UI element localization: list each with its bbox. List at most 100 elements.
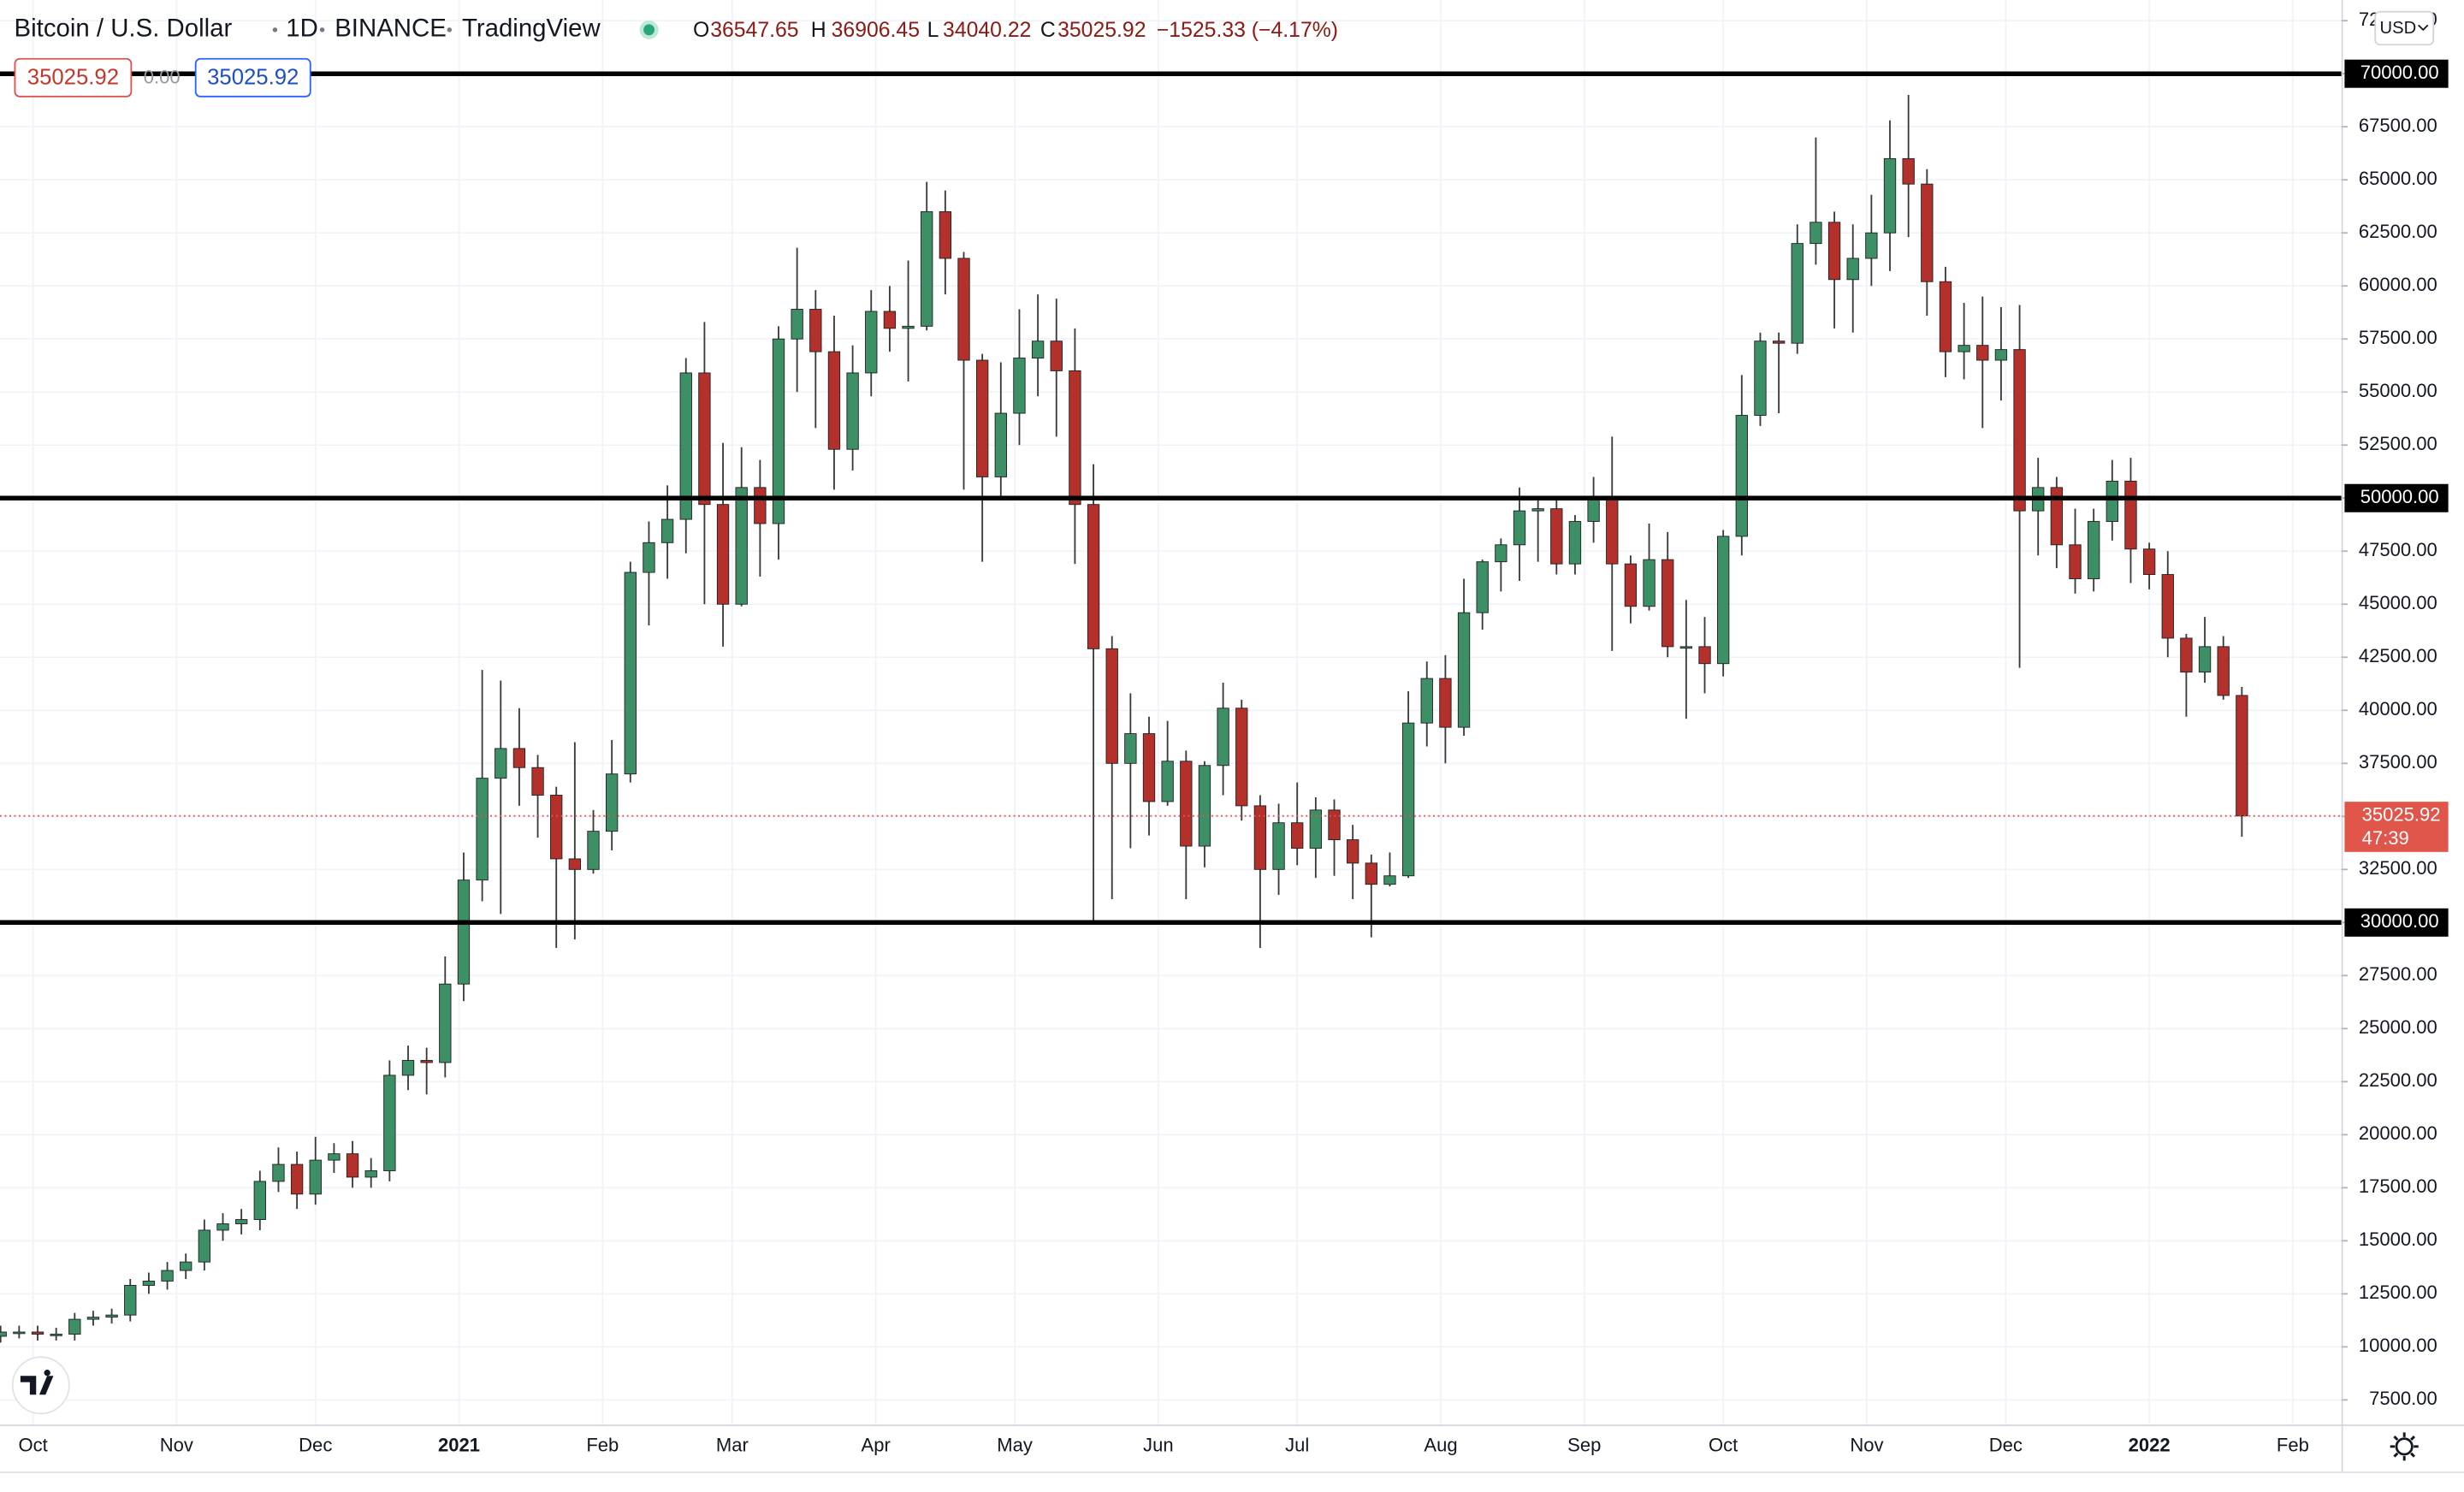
candle-body — [1031, 340, 1045, 359]
candle-body — [1142, 733, 1156, 802]
candle-body — [2087, 521, 2100, 579]
candle-body — [124, 1284, 137, 1316]
currency-chevron — [2418, 24, 2429, 32]
candle-body — [2013, 349, 2026, 512]
candle-body — [883, 311, 897, 329]
currency: USD — [2380, 19, 2417, 38]
candle-body — [1124, 733, 1137, 764]
candle-body — [234, 1219, 248, 1224]
candle-body — [716, 504, 730, 605]
candle-body — [309, 1159, 322, 1195]
buy-button[interactable] — [194, 57, 311, 98]
ohlc-label: L — [927, 19, 939, 42]
y-tick-label: 22500.00 — [2359, 1069, 2437, 1091]
candle-body — [1587, 497, 1600, 522]
candle-body — [439, 983, 452, 1063]
candle-body — [1383, 875, 1396, 885]
candle-body — [550, 795, 563, 860]
candle-body — [827, 351, 841, 450]
candle-body — [457, 879, 471, 985]
y-tick-label: 60000.00 — [2359, 274, 2437, 295]
candle-body — [142, 1281, 156, 1286]
y-tick-label: 10000.00 — [2359, 1335, 2437, 1356]
candle-body — [1198, 765, 1211, 847]
candle-body — [1253, 805, 1267, 870]
candle-body — [2142, 548, 2156, 575]
x-tick-label: 2022 — [2129, 1435, 2171, 1456]
candle-body — [290, 1163, 304, 1195]
x-tick-label: 2021 — [438, 1435, 480, 1456]
candle-body — [1365, 862, 1377, 885]
header: Bitcoin / U.S. Dollar 1D BINANCE Trading… — [15, 15, 1339, 43]
separator — [272, 27, 278, 33]
candle-body — [1309, 809, 1323, 849]
candle-body — [2124, 480, 2137, 550]
logo-mark — [20, 1369, 54, 1395]
candle-body — [1291, 822, 1304, 849]
candle-body — [791, 309, 803, 340]
x-tick-label: Feb — [586, 1435, 619, 1456]
candle-body — [2069, 544, 2082, 579]
x-tick-label: Nov — [160, 1435, 193, 1456]
currency-button[interactable] — [2374, 10, 2435, 46]
settings-icon[interactable] — [2390, 1432, 2419, 1461]
candle-body — [1698, 646, 1711, 665]
ohlc-label: H — [811, 19, 826, 42]
ohlc-label: C — [1040, 19, 1056, 42]
candle-body — [754, 487, 767, 524]
candle-body — [975, 359, 989, 477]
y-tick-label: 25000.00 — [2359, 1016, 2437, 1038]
candle-body — [420, 1060, 433, 1063]
candle-body — [272, 1163, 285, 1182]
candle-body — [1921, 183, 1934, 282]
candle-body — [1606, 497, 1619, 565]
candle-body — [1050, 340, 1063, 371]
candle-body — [2050, 487, 2064, 546]
candle-body — [1754, 340, 1767, 416]
candle-body — [1161, 761, 1174, 802]
logo-badge — [11, 1356, 70, 1415]
y-tick-label: 12500.00 — [2359, 1282, 2437, 1303]
price-axis: Oct Nov Dec 2021 Feb Mar Apr May Jun Jul Aug Sep Oct… — [18, 9, 2449, 1456]
x-tick-label: Apr — [862, 1435, 891, 1456]
x-tick-label: Oct — [18, 1435, 47, 1456]
candle-body — [1735, 415, 1748, 537]
ohlc-value: 35025.92 — [1057, 19, 1146, 42]
y-tick-label: 65000.00 — [2359, 168, 2437, 189]
candle-body — [1439, 678, 1452, 728]
candle-body — [643, 542, 655, 573]
candle-body — [383, 1075, 396, 1171]
candle-body — [809, 309, 822, 352]
candle-body — [994, 412, 1007, 477]
ohlc-change: −1525.33 (−4.17%) — [1157, 19, 1338, 42]
level-label: 30000.00 — [2360, 910, 2439, 932]
candle-body — [1883, 157, 1897, 234]
x-tick-label: Nov — [1850, 1435, 1883, 1456]
candle-body — [1346, 839, 1359, 864]
candle-body — [2198, 646, 2212, 673]
candle-body — [1513, 510, 1526, 546]
y-tick-label: 20000.00 — [2359, 1122, 2437, 1144]
y-tick-label: 67500.00 — [2359, 115, 2437, 136]
candle-body — [1531, 508, 1544, 512]
candle-body — [346, 1153, 359, 1178]
y-tick-label: 55000.00 — [2359, 380, 2437, 401]
candle-body — [0, 1331, 7, 1337]
candle-body — [476, 778, 489, 881]
candle-body — [1568, 521, 1582, 565]
x-tick-label: Jul — [1285, 1435, 1309, 1456]
candle-body — [1810, 222, 1822, 245]
level-label: 70000.00 — [2360, 62, 2439, 83]
candle-body — [1624, 563, 1638, 607]
candle-body — [2217, 646, 2230, 696]
candle-body — [679, 372, 692, 520]
level-label-box — [2344, 483, 2449, 512]
symbol: Bitcoin / U.S. Dollar — [15, 15, 233, 43]
candle-body — [216, 1223, 229, 1231]
candle-body — [1772, 340, 1786, 344]
sell-button[interactable] — [14, 57, 133, 98]
y-tick-label: 17500.00 — [2359, 1175, 2437, 1197]
candle-body — [1105, 648, 1118, 764]
candle-body — [86, 1317, 100, 1320]
